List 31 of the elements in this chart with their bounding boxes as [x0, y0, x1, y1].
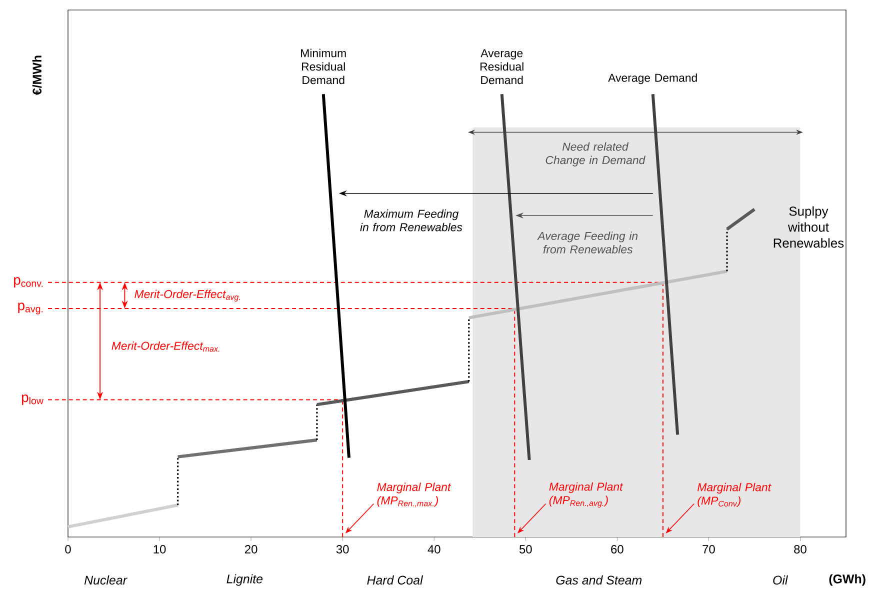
ref-line-label: Marginal Plant (MP$_{Ren.,max.}$)	[377, 482, 452, 508]
x-tick-label: 50	[519, 545, 532, 554]
ref-line-label: Marginal Plant (MP$_{Ren.,avg.}$)	[549, 482, 624, 508]
x-axis-title: (GWh)	[829, 574, 866, 586]
ref-line-label: p$_{low}$	[22, 394, 44, 405]
text: Nuclear	[84, 575, 128, 585]
ref-line-label: p$_{avg.}$	[18, 302, 43, 314]
ref-line-label: p$_{conv.}$	[14, 277, 43, 288]
x-tick-label: 20	[245, 545, 258, 554]
x-tick-label: 60	[611, 545, 624, 554]
band-label: Need related Change in Demand	[546, 142, 646, 166]
text: Minimum Residual Demand	[301, 48, 346, 84]
text: Gas and Steam	[556, 575, 642, 585]
text: Hard Coal	[367, 575, 424, 585]
x-tick-label: 70	[702, 545, 715, 554]
text: Average Residual Demand	[480, 49, 524, 84]
annotation: Merit-Order-Effect$_{avg.}$	[134, 290, 240, 302]
x-tick-label: 30	[336, 545, 349, 554]
x-tick-label: 80	[794, 545, 806, 554]
x-tick-label: 10	[154, 545, 166, 554]
annotation: Maximum Feeding in from Renewables	[360, 209, 462, 232]
x-tick-label: 0	[65, 545, 71, 554]
y-axis-title: €/MWh	[32, 56, 42, 95]
annotation: Suplpy without Renewables	[774, 206, 844, 248]
annotation: Average Feeding in from Renewables	[537, 232, 638, 254]
series-label: Average Demand	[608, 73, 697, 84]
text: Oil	[773, 575, 788, 585]
ref-line-label: Marginal Plant (MP$_{Conv}$)	[698, 482, 772, 507]
text: Lignite	[226, 574, 263, 586]
annotation: Merit-Order-Effect$_{max.}$	[112, 341, 220, 352]
x-tick-label: 40	[428, 545, 440, 554]
